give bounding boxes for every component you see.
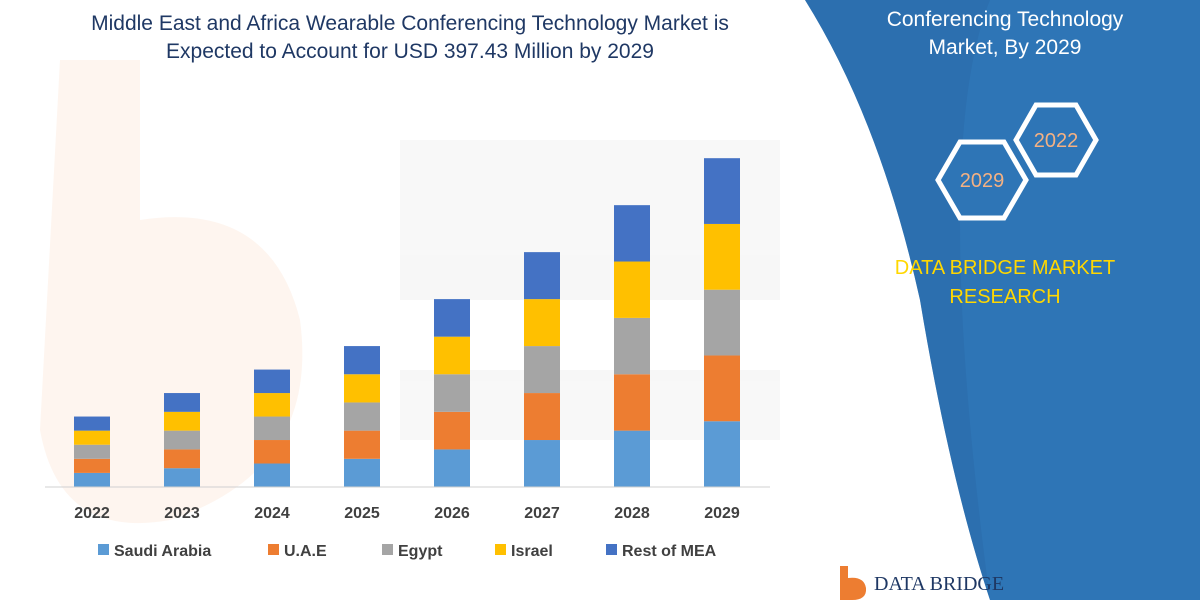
x-tick-label: 2022 (74, 505, 110, 522)
legend-label: Rest of MEA (622, 543, 717, 560)
bar-2022-series-0 (74, 472, 110, 487)
bar-2025-series-1 (344, 430, 380, 459)
legend-swatch (382, 544, 393, 555)
legend-label: Egypt (398, 543, 443, 560)
x-tick-labels: 2022 2023 2024 2025 2026 2027 2028 2029 (74, 505, 740, 522)
bar-2027-series-3 (524, 299, 560, 347)
x-tick-label: 2023 (164, 505, 200, 522)
brand-line-2: RESEARCH (949, 286, 1061, 308)
brand-name: DATA BRIDGE MARKET RESEARCH (880, 254, 1130, 312)
bar-2024-series-4 (254, 369, 290, 394)
bar-2022-series-2 (74, 444, 110, 459)
year-hexagons: 2022 2029 (935, 102, 1099, 221)
stacked-bar-chart: 2022 2023 2024 2025 2026 2027 2028 2029 Saudi A… (45, 158, 770, 560)
footer-logo: DATA BRIDGE (840, 566, 1004, 600)
bar-2029-series-3 (704, 223, 740, 290)
legend: Saudi Arabia U.A.E Egypt Israel Rest of MEA (98, 543, 717, 560)
bar-2025-series-2 (344, 402, 380, 431)
side-panel-title: Conferencing Technology Market, By 2029 (850, 6, 1160, 62)
bar-2026-series-4 (434, 299, 470, 337)
bar-2023-series-0 (164, 468, 200, 487)
bar-2029-series-1 (704, 355, 740, 422)
side-panel-title-line-2: Market, By 2029 (928, 36, 1082, 59)
bar-2023-series-1 (164, 449, 200, 469)
bar-2028-series-1 (614, 374, 650, 431)
bar-2028-series-3 (614, 261, 650, 318)
x-tick-label: 2025 (344, 505, 380, 522)
bar-2027-series-2 (524, 346, 560, 394)
side-panel-title-line-1: Conferencing Technology (886, 8, 1124, 31)
bar-2028-series-2 (614, 317, 650, 375)
bar-2029-series-0 (704, 421, 740, 487)
legend-swatch (606, 544, 617, 555)
bar-2025-series-3 (344, 374, 380, 403)
bar-2026-series-3 (434, 336, 470, 375)
hexagon-back (1013, 102, 1099, 178)
hexagon-front-label: 2029 (960, 170, 1005, 192)
brand-line-1: DATA BRIDGE MARKET (894, 257, 1116, 279)
x-tick-label: 2024 (254, 505, 290, 522)
bar-2025-series-4 (344, 346, 380, 375)
bar-2029-series-4 (704, 158, 740, 224)
legend-label: Saudi Arabia (114, 543, 211, 560)
chart-title-line-2: Expected to Account for USD 397.43 Milli… (166, 40, 654, 63)
hexagon-front (935, 139, 1029, 221)
x-tick-label: 2028 (614, 505, 650, 522)
bar-2028-series-4 (614, 205, 650, 262)
bar-2022-series-3 (74, 430, 110, 445)
bar-2024-series-3 (254, 393, 290, 417)
chart-title-line-1: Middle East and Africa Wearable Conferen… (91, 12, 729, 35)
x-tick-label: 2029 (704, 505, 740, 522)
legend-swatch (495, 544, 506, 555)
x-tick-label: 2026 (434, 505, 470, 522)
bar-2024-series-1 (254, 440, 290, 464)
footer-logo-text: DATA BRIDGE (874, 573, 1004, 595)
x-tick-label: 2027 (524, 505, 560, 522)
bar-2027-series-0 (524, 440, 560, 487)
bar-2028-series-0 (614, 430, 650, 487)
bar-2026-series-2 (434, 374, 470, 412)
bar-2025-series-0 (344, 458, 380, 487)
bars-group (74, 158, 740, 487)
bar-2024-series-2 (254, 416, 290, 441)
chart-title: Middle East and Africa Wearable Conferen… (20, 10, 800, 66)
bar-2029-series-2 (704, 289, 740, 356)
bar-2024-series-0 (254, 463, 290, 487)
bar-2027-series-4 (524, 252, 560, 300)
bar-2022-series-1 (74, 458, 110, 473)
bar-2022-series-4 (74, 416, 110, 431)
legend-label: Israel (511, 543, 553, 560)
bar-2023-series-3 (164, 411, 200, 431)
side-panel-shade (805, 0, 990, 600)
legend-swatch (268, 544, 279, 555)
bar-2026-series-1 (434, 411, 470, 450)
footer-logo-mark (840, 566, 867, 600)
hexagon-back-label: 2022 (1034, 130, 1079, 152)
bar-2023-series-2 (164, 430, 200, 450)
legend-swatch (98, 544, 109, 555)
bar-2026-series-0 (434, 449, 470, 487)
bar-2023-series-4 (164, 393, 200, 412)
legend-label: U.A.E (284, 543, 327, 560)
bar-2027-series-1 (524, 393, 560, 441)
